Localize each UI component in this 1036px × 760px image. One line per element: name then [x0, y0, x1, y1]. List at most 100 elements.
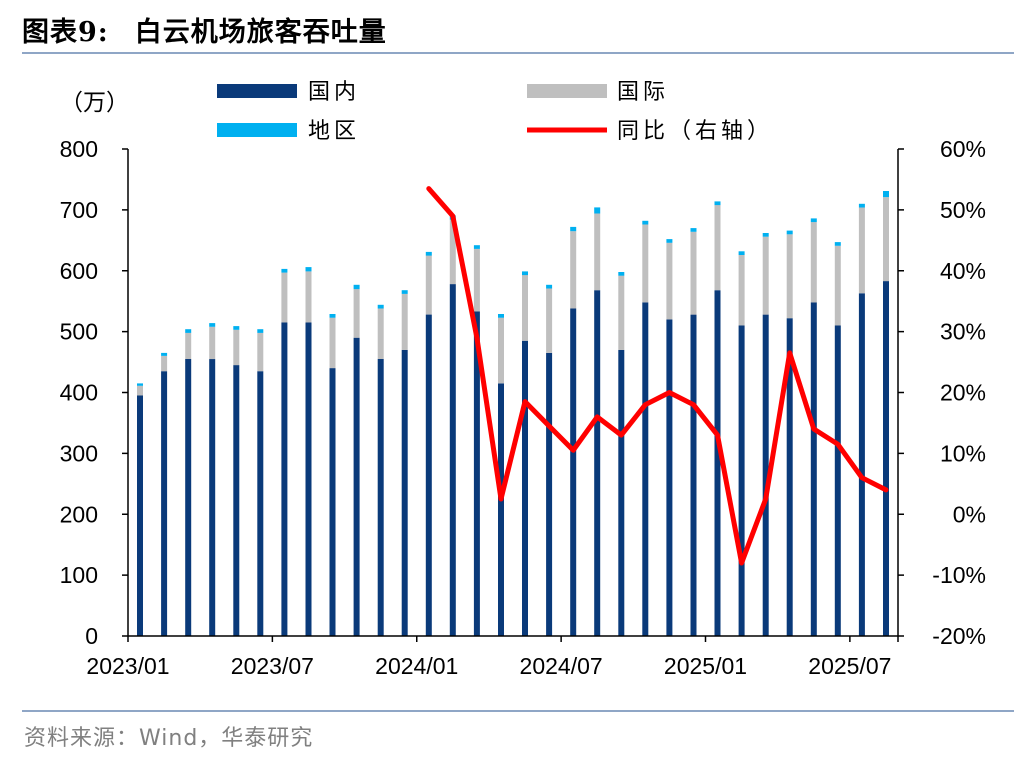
bar-international — [377, 308, 384, 359]
bar-international — [257, 332, 264, 372]
axes-layer — [122, 148, 904, 642]
bar-domestic — [209, 359, 216, 636]
bar-regional — [810, 218, 817, 223]
right-tick-label: 60% — [940, 136, 986, 162]
figure-title-text: 白云机场旅客吞吐量 — [134, 17, 387, 48]
left-tick-label: 300 — [60, 440, 98, 466]
legend-swatch-international — [527, 84, 607, 98]
bar-domestic — [714, 290, 721, 636]
bar-regional — [594, 207, 601, 214]
bar-international — [281, 272, 288, 323]
bar-domestic — [233, 365, 240, 636]
bar-international — [642, 224, 649, 303]
left-tick-label: 700 — [60, 197, 98, 223]
x-tick-label: 2025/07 — [808, 653, 891, 679]
bar-regional — [209, 323, 216, 327]
line-layer — [426, 186, 889, 566]
figure-number: 图表9: — [22, 17, 109, 48]
bar-domestic — [666, 319, 673, 636]
bar-domestic — [762, 314, 769, 636]
bar-domestic — [257, 371, 264, 636]
legend-label-international: 国际 — [617, 80, 669, 105]
bar-international — [618, 275, 625, 350]
bar-regional — [738, 251, 745, 255]
right-tick-label: 50% — [940, 197, 986, 223]
bar-domestic — [858, 293, 865, 636]
bar-international — [858, 207, 865, 294]
bar-international — [786, 234, 793, 319]
x-tick-label: 2024/07 — [520, 653, 603, 679]
left-tick-label: 800 — [60, 136, 98, 162]
bar-international — [233, 329, 240, 366]
right-tick-label: -10% — [932, 562, 986, 588]
chart: 0 100 200 300 400 500 600 700 800 -20% -10% 0% 10% 20… — [60, 80, 986, 679]
bar-international — [810, 222, 817, 303]
x-tick-label: 2024/01 — [375, 653, 458, 679]
left-tick-label: 600 — [60, 258, 98, 284]
bar-regional — [762, 233, 769, 237]
bar-regional — [257, 329, 264, 333]
bar-domestic — [810, 302, 817, 636]
bar-regional — [786, 230, 793, 235]
bar-domestic — [185, 359, 192, 636]
right-tick-label: 20% — [940, 380, 986, 406]
bar-regional — [281, 268, 288, 273]
bar-domestic — [137, 395, 143, 636]
bar-international — [137, 385, 143, 396]
bar-domestic — [473, 311, 480, 636]
right-tick-label: 0% — [953, 501, 986, 527]
bar-regional — [425, 251, 432, 256]
bar-international — [161, 356, 168, 372]
bar-domestic — [305, 322, 312, 636]
top-rule — [22, 52, 1014, 54]
bar-regional — [570, 226, 577, 232]
legend-label-yoy: 同比（右轴） — [617, 119, 773, 144]
bar-domestic — [449, 284, 456, 636]
bar-international — [594, 213, 601, 291]
source-note: 资料来源：Wind，华泰研究 — [24, 726, 314, 751]
bar-domestic — [329, 368, 336, 636]
bar-domestic — [690, 314, 697, 636]
bar-domestic — [377, 359, 384, 636]
bar-international — [401, 293, 408, 350]
bar-international — [498, 317, 504, 384]
bar-regional — [137, 383, 143, 386]
x-tick-label: 2023/07 — [231, 653, 314, 679]
bar-international — [666, 242, 673, 320]
bar-international — [883, 197, 889, 282]
legend-swatch-regional — [217, 123, 297, 137]
bar-international — [185, 332, 192, 359]
bar-regional — [642, 220, 649, 225]
bar-regional — [690, 228, 697, 232]
legend-label-domestic: 国内 — [308, 80, 360, 105]
bar-international — [425, 255, 432, 315]
bar-domestic — [161, 371, 168, 636]
left-tick-label: 100 — [60, 562, 98, 588]
bar-regional — [305, 267, 312, 272]
bar-international — [353, 289, 360, 338]
bar-regional — [522, 271, 528, 276]
bar-regional — [401, 290, 408, 294]
bar-domestic — [883, 281, 889, 636]
legend-label-regional: 地区 — [308, 119, 360, 144]
left-tick-label: 200 — [60, 501, 98, 527]
bar-domestic — [618, 349, 625, 636]
bar-international — [738, 254, 745, 326]
bar-international — [762, 236, 769, 315]
bar-regional — [353, 284, 360, 290]
bar-domestic — [281, 322, 288, 636]
bar-regional — [329, 314, 336, 318]
figure-title: 图表9: 白云机场旅客吞吐量 — [22, 10, 387, 49]
x-tick-label: 2025/01 — [664, 653, 747, 679]
bar-domestic — [594, 290, 601, 636]
bar-domestic — [353, 337, 360, 636]
bar-regional — [546, 284, 553, 289]
legend: 国内 国际 地区 同比（右轴） — [217, 80, 773, 144]
bar-international — [714, 205, 721, 291]
bar-international — [570, 231, 577, 309]
right-tick-label: -20% — [932, 623, 986, 649]
bar-domestic — [522, 340, 528, 636]
bar-domestic — [425, 314, 432, 636]
bar-domestic — [834, 325, 841, 636]
right-tick-label: 30% — [940, 319, 986, 345]
